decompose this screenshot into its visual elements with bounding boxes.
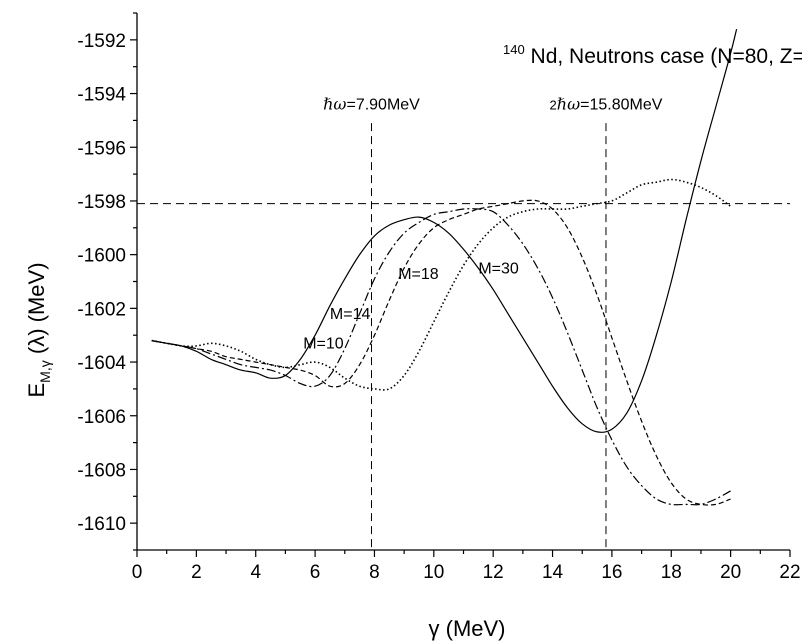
y-title-subscript: M,γ	[37, 360, 53, 383]
x-tick-label: 14	[542, 562, 564, 583]
series-layer	[151, 28, 738, 506]
y-tick-label: -1594	[77, 85, 126, 106]
x-tick-label: 6	[310, 562, 321, 583]
vertical-reference-label: 2ℏω=15.80MeV	[550, 95, 663, 114]
x-tick-label: 10	[423, 562, 444, 583]
y-title-rest: (λ) (MeV)	[24, 262, 49, 360]
series-line-m-18	[151, 199, 731, 506]
y-tick-label: -1608	[77, 460, 126, 481]
y-tick-label: -1600	[77, 246, 126, 267]
y-tick-label: -1598	[77, 192, 126, 213]
curve-label: M=30	[478, 260, 519, 277]
x-tick-label: 22	[779, 562, 800, 583]
y-tick-label: -1596	[77, 138, 126, 159]
title-main: Nd, Neutrons case (N=80, Z=60)	[531, 45, 802, 68]
y-title-main: E	[24, 383, 49, 398]
y-axis-title: EM,γ (λ) (MeV)	[24, 262, 53, 397]
labels-layer: M=10 M=14 M=18 M=30	[303, 260, 519, 352]
x-tick-label: 4	[250, 562, 261, 583]
x-tick-label: 20	[720, 562, 741, 583]
series-line-m-10	[151, 28, 738, 433]
x-tick-label: 16	[601, 562, 622, 583]
x-tick-label: 12	[483, 562, 504, 583]
y-tick-label: -1604	[77, 353, 126, 374]
axes: 0 2 4 6 8 10 12 14 16 18 20 22 -1610 -1608 -1606 -1604 -…	[77, 12, 801, 583]
chart-title: 140 Nd, Neutrons case (N=80, Z=60)	[503, 36, 802, 68]
title-superscript: 140	[503, 42, 525, 57]
x-tick-label: 0	[132, 562, 143, 583]
curve-label: M=10	[303, 336, 344, 353]
y-tick-label: -1592	[77, 31, 126, 52]
y-tick-label: -1610	[77, 514, 126, 535]
x-tick-label: 8	[369, 562, 380, 583]
x-tick-label: 2	[191, 562, 202, 583]
y-tick-label: -1606	[77, 407, 126, 428]
series-line-m-14	[151, 208, 731, 506]
x-tick-label: 18	[661, 562, 682, 583]
vertical-reference-label: ℏω=7.90MeV	[323, 95, 420, 114]
series-line-m-30	[151, 178, 732, 391]
curve-label: M=18	[398, 266, 439, 283]
curve-label: M=14	[330, 306, 371, 323]
reference-lines: ℏω=7.90MeV 2ℏω=15.80MeV	[137, 95, 790, 550]
y-tick-label: -1602	[77, 299, 126, 320]
x-axis-title: γ (MeV)	[429, 616, 506, 641]
